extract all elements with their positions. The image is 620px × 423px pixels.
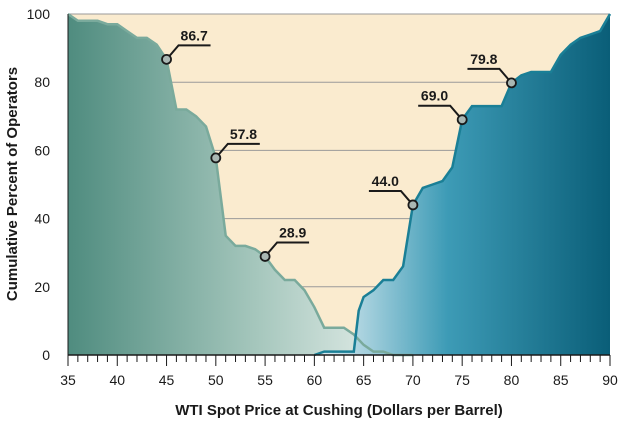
callout-86.7: 86.7: [161, 27, 211, 65]
x-tick-label: 80: [504, 372, 520, 388]
x-tick-label: 75: [454, 372, 470, 388]
y-tick-label: 40: [34, 211, 50, 227]
callout-69.0: 69.0: [418, 88, 468, 126]
data-label: 57.8: [230, 126, 257, 142]
x-axis: 35 40 45 50 55 60 65 70 75 80 85 90: [60, 354, 618, 388]
data-label: 28.9: [279, 224, 306, 240]
data-label: 79.8: [470, 51, 497, 67]
x-tick-label: 70: [405, 372, 421, 388]
data-point-marker: [407, 199, 419, 211]
callouts: 86.7 57.8 28.9 44.0 69.0 79.8: [161, 27, 517, 262]
data-point-marker: [210, 152, 222, 164]
x-tick-label: 55: [257, 372, 273, 388]
callout-leader: [215, 142, 260, 159]
x-tick-label: 45: [159, 372, 175, 388]
x-tick-label: 90: [602, 372, 618, 388]
callout-44.0: 44.0: [368, 173, 419, 211]
callout-leader: [368, 189, 414, 206]
y-tick-label: 0: [42, 347, 50, 363]
callout-leader: [418, 104, 463, 121]
y-tick-label: 100: [27, 6, 51, 22]
data-label: 44.0: [372, 173, 399, 189]
callout-28.9: 28.9: [259, 224, 310, 262]
data-label: 69.0: [421, 88, 448, 104]
x-tick-label: 60: [307, 372, 323, 388]
y-axis: 0 20 40 60 80 100: [27, 6, 69, 363]
x-tick-label: 50: [208, 372, 224, 388]
callout-79.8: 79.8: [467, 51, 517, 89]
x-axis-title: WTI Spot Price at Cushing (Dollars per B…: [175, 402, 503, 419]
area-series-left: [68, 14, 413, 355]
line-series-right: [313, 13, 612, 357]
data-point-marker: [456, 114, 468, 126]
callout-leader: [467, 67, 513, 84]
data-label: 86.7: [181, 27, 208, 43]
area-series-right: [314, 14, 610, 355]
data-point-marker: [161, 53, 172, 65]
x-tick-label: 65: [356, 372, 372, 388]
y-axis-title: Cumulative Percent of Operators: [4, 67, 21, 301]
y-tick-label: 80: [34, 74, 50, 90]
x-tick-label: 40: [109, 372, 125, 388]
callout-leader: [165, 44, 211, 61]
callout-57.8: 57.8: [210, 126, 260, 164]
callout-leader: [264, 241, 310, 258]
y-tick-label: 60: [34, 142, 50, 158]
x-tick-label: 35: [60, 372, 76, 388]
data-point-marker: [506, 77, 517, 89]
data-point-marker: [259, 251, 271, 262]
y-tick-label: 20: [34, 279, 50, 295]
x-tick-label: 85: [553, 372, 569, 388]
